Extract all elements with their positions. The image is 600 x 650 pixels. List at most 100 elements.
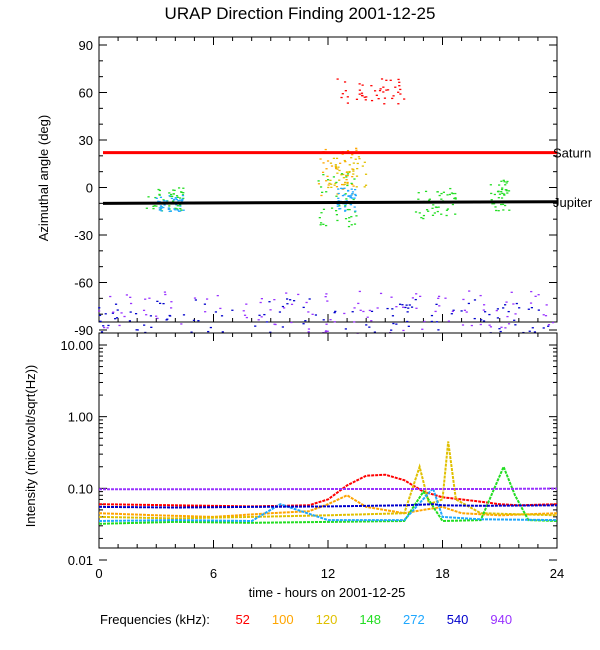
- scatter-point-540: [344, 328, 347, 330]
- scatter-point-272: [337, 192, 340, 195]
- scatter-point-940: [358, 290, 361, 293]
- scatter-point-148: [420, 216, 423, 219]
- scatter-point-940: [129, 296, 132, 299]
- scatter-point-940: [257, 319, 260, 321]
- scatter-point-120: [336, 172, 339, 174]
- scatter-point-52: [382, 86, 385, 88]
- scatter-point-148: [505, 189, 508, 191]
- scatter-point-540: [128, 320, 132, 322]
- scatter-point-540: [265, 321, 269, 323]
- scatter-point-940: [290, 321, 293, 324]
- scatter-point-100: [352, 185, 355, 187]
- scatter-point-148: [350, 224, 353, 226]
- scatter-point-52: [377, 98, 380, 100]
- scatter-point-148: [432, 204, 435, 206]
- scatter-point-540: [99, 320, 102, 323]
- scatter-point-52: [385, 89, 388, 91]
- scatter-point-148: [350, 182, 353, 185]
- scatter-point-540: [527, 308, 530, 310]
- scatter-point-940: [285, 292, 288, 294]
- scatter-point-120: [340, 174, 343, 176]
- scatter-point-940: [305, 301, 308, 304]
- scatter-point-272: [350, 188, 353, 190]
- scatter-point-120: [352, 168, 355, 171]
- scatter-point-120: [363, 161, 366, 163]
- scatter-point-940: [307, 328, 311, 330]
- scatter-point-272: [351, 192, 354, 195]
- scatter-point-100: [327, 184, 330, 186]
- scatter-point-540: [507, 310, 510, 313]
- scatter-point-540: [498, 328, 501, 330]
- legend-item-100: 100: [271, 612, 294, 627]
- scatter-point-148: [176, 205, 179, 207]
- scatter-point-100: [322, 162, 325, 164]
- scatter-point-540: [528, 330, 531, 332]
- scatter-point-540: [98, 307, 101, 309]
- scatter-point-120: [354, 158, 357, 160]
- scatter-point-148: [489, 184, 492, 186]
- scatter-point-148: [179, 207, 182, 210]
- scatter-point-148: [334, 210, 338, 212]
- scatter-point-272: [160, 210, 163, 212]
- intensity-y-tick-label: 1.00: [68, 410, 93, 425]
- scatter-point-272: [175, 204, 178, 206]
- scatter-point-540: [480, 319, 483, 321]
- scatter-point-272: [336, 203, 339, 206]
- scatter-point-540: [231, 309, 234, 311]
- scatter-point-540: [135, 329, 138, 331]
- scatter-point-540: [504, 304, 507, 306]
- scatter-point-540: [537, 309, 540, 311]
- scatter-point-148: [450, 192, 454, 194]
- scatter-point-148: [454, 197, 457, 199]
- scatter-point-940: [500, 326, 503, 328]
- scatter-point-148: [177, 187, 181, 189]
- scatter-point-940: [419, 295, 422, 298]
- scatter-point-148: [505, 182, 508, 184]
- scatter-point-940: [142, 309, 146, 312]
- scatter-point-940: [512, 303, 515, 305]
- azimuth-y-tick-label: -30: [74, 228, 93, 243]
- scatter-point-148: [449, 187, 452, 190]
- scatter-point-148: [162, 199, 165, 201]
- scatter-point-540: [197, 320, 200, 322]
- scatter-point-120: [342, 173, 345, 176]
- scatter-point-940: [163, 291, 167, 293]
- scatter-point-148: [494, 206, 497, 208]
- scatter-point-940: [274, 323, 277, 326]
- legend-item-120: 120: [315, 612, 338, 627]
- scatter-point-540: [392, 322, 395, 325]
- scatter-point-940: [243, 314, 247, 316]
- scatter-point-52: [380, 78, 384, 80]
- scatter-point-272: [170, 197, 173, 200]
- scatter-point-540: [194, 299, 197, 301]
- scatter-point-540: [334, 310, 337, 313]
- scatter-point-148: [506, 180, 509, 183]
- scatter-point-272: [337, 200, 340, 202]
- scatter-point-148: [152, 205, 155, 208]
- scatter-point-940: [329, 319, 332, 321]
- scatter-point-148: [319, 222, 323, 224]
- scatter-point-940: [333, 321, 336, 323]
- scatter-point-148: [431, 214, 435, 216]
- scatter-point-940: [145, 314, 148, 316]
- scatter-point-540: [542, 327, 545, 329]
- scatter-point-120: [356, 162, 359, 165]
- scatter-point-148: [446, 194, 449, 196]
- scatter-point-272: [158, 209, 161, 211]
- scatter-point-540: [162, 302, 165, 305]
- scatter-point-148: [502, 179, 505, 181]
- scatter-point-940: [290, 303, 294, 306]
- scatter-point-148: [503, 194, 506, 196]
- scatter-point-120: [345, 171, 349, 173]
- scatter-point-540: [209, 326, 212, 329]
- scatter-point-148: [492, 203, 496, 205]
- scatter-point-148: [427, 199, 431, 201]
- scatter-point-540: [395, 323, 398, 325]
- scatter-point-148: [418, 212, 421, 214]
- scatter-point-272: [349, 204, 353, 206]
- scatter-point-540: [304, 320, 307, 322]
- scatter-point-148: [172, 189, 175, 191]
- scatter-point-540: [398, 303, 402, 305]
- scatter-point-148: [428, 198, 431, 200]
- scatter-point-52: [399, 88, 402, 91]
